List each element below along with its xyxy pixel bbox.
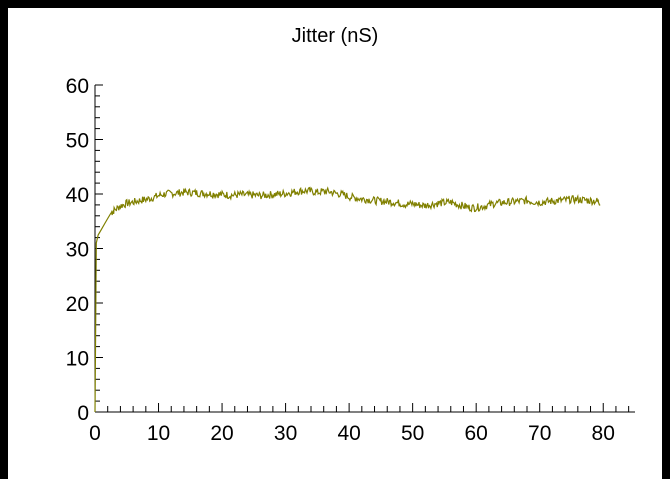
y-tick-label: 10 xyxy=(66,348,89,371)
y-tick-label: 60 xyxy=(66,75,89,98)
axis-ticks xyxy=(94,84,630,413)
axis-tick-labels: 0 10 20 30 40 50 60 70 80 0 10 20 30 40 50 60 xyxy=(66,75,615,445)
y-tick-label: 50 xyxy=(66,130,89,153)
jitter-chart: Jitter (nS) 0 10 20 30 40 50 60 70 80 0 10 20 30 40 50… xyxy=(66,25,635,445)
x-tick-label: 40 xyxy=(337,422,360,445)
x-tick-label: 50 xyxy=(401,422,424,445)
x-tick-label: 70 xyxy=(528,422,551,445)
jitter-series-line xyxy=(94,186,601,413)
chart-title: Jitter (nS) xyxy=(292,25,379,47)
x-tick-label: 0 xyxy=(89,422,101,445)
y-tick-label: 30 xyxy=(66,239,89,262)
x-tick-label: 20 xyxy=(210,422,233,445)
y-tick-label: 0 xyxy=(77,402,89,425)
y-tick-label: 40 xyxy=(66,184,89,207)
axes xyxy=(94,85,635,413)
x-tick-label: 30 xyxy=(274,422,297,445)
y-tick-label: 20 xyxy=(66,293,89,316)
x-tick-label: 80 xyxy=(592,422,615,445)
x-tick-label: 10 xyxy=(147,422,170,445)
x-tick-label: 60 xyxy=(464,422,487,445)
